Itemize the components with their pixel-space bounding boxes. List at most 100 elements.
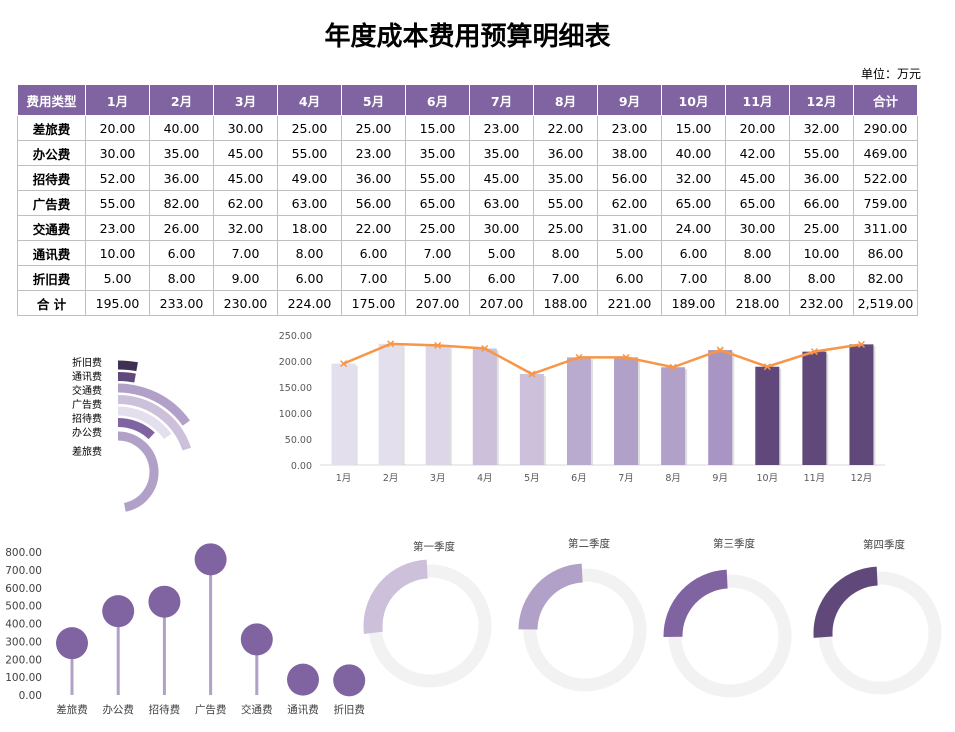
lollipop-dot	[56, 627, 88, 660]
table-cell: 35.00	[469, 140, 534, 166]
table-row: 折旧费 5.00 8.00 9.00 6.00 7.00 5.00 6.00 7.00 6.00 7…	[17, 265, 918, 291]
doughnut-title: 第三季度	[713, 537, 755, 550]
table-cell: 38.00	[597, 140, 662, 166]
table-row: 交通费 23.00 26.00 32.00 18.00 22.00 25.00 30.00 25…	[17, 215, 918, 241]
y-tick-label: 150.00	[279, 383, 312, 394]
table-cell: 6.00	[149, 240, 214, 266]
y-tick-label: 50.00	[285, 435, 312, 446]
doughnut-segment	[518, 563, 584, 630]
bar	[566, 357, 591, 465]
table-cell: 20.00	[85, 115, 150, 141]
line-marker	[575, 353, 583, 361]
table-cell: 31.00	[597, 215, 662, 241]
doughnut-segment	[363, 559, 429, 634]
line-marker	[481, 344, 489, 353]
table-cell: 207.00	[405, 290, 470, 316]
table-cell: 2,519.00	[853, 290, 918, 316]
table-cell: 522.00	[853, 165, 918, 191]
table-cell: 18.00	[277, 215, 342, 241]
row-label: 折旧费	[17, 265, 86, 291]
unit-label: 单位：万元	[860, 67, 921, 81]
table-cell: 6.00	[277, 265, 342, 291]
budget-table: 费用类型 1月 2月 3月 4月 5月 6月 7月 8月 9月 10月 11月 12月 合计 差旅费 20.0…	[17, 84, 918, 316]
table-cell: 56.00	[597, 165, 662, 191]
radial-bar	[117, 431, 159, 512]
table-cell: 25.00	[533, 215, 598, 241]
table-cell: 22.00	[533, 115, 598, 141]
table-row: 通讯费 10.00 6.00 7.00 8.00 6.00 7.00 5.00 8.00 5.00…	[17, 240, 918, 266]
radial-label: 交通费	[72, 384, 102, 397]
table-cell: 311.00	[853, 215, 918, 241]
table-row: 办公费 30.00 35.00 45.00 55.00 23.00 35.00 35.00 36…	[17, 140, 918, 166]
lollipop-dot	[194, 543, 227, 576]
table-cell: 25.00	[405, 215, 470, 241]
column-header: 5月	[341, 84, 406, 116]
row-label: 合 计	[17, 290, 86, 316]
table-cell: 45.00	[213, 165, 278, 191]
table-cell: 5.00	[405, 265, 470, 291]
bar	[331, 363, 356, 465]
table-cell: 759.00	[853, 190, 918, 216]
table-cell: 469.00	[853, 140, 918, 166]
line-marker	[340, 360, 348, 368]
lollipop-dot	[240, 623, 273, 656]
x-tick-label: 7月	[618, 473, 634, 484]
page-title: 年度成本费用预算明细表	[324, 22, 611, 52]
column-header: 费用类型	[17, 84, 86, 116]
table-cell: 36.00	[533, 140, 598, 166]
table-cell: 224.00	[277, 290, 342, 316]
x-tick-label: 6月	[571, 473, 587, 484]
x-tick-label: 5月	[524, 473, 540, 484]
radial-label: 招待费	[72, 412, 102, 425]
x-tick-label: 广告费	[195, 703, 227, 716]
lollipop-dot	[333, 664, 366, 697]
column-header: 6月	[405, 84, 470, 116]
table-cell: 56.00	[341, 190, 406, 216]
radial-bar	[117, 360, 138, 372]
table-cell: 35.00	[533, 165, 598, 191]
x-tick-label: 差旅费	[56, 703, 88, 716]
lollipop-dot	[287, 663, 319, 696]
table-cell: 65.00	[405, 190, 470, 216]
bar	[519, 374, 544, 465]
table-cell: 36.00	[789, 165, 854, 191]
x-tick-label: 9月	[712, 473, 728, 484]
line-marker	[622, 353, 630, 361]
table-cell: 86.00	[853, 240, 918, 266]
lollipop-dot	[102, 595, 135, 628]
table-cell: 15.00	[405, 115, 470, 141]
doughnut-title: 第二季度	[568, 537, 610, 550]
x-tick-label: 8月	[665, 473, 681, 484]
doughnut-segment	[663, 569, 729, 638]
table-cell: 8.00	[725, 265, 790, 291]
table-row: 合 计 195.00 233.00 230.00 224.00 175.00 207.00 2…	[17, 290, 918, 316]
y-tick-label: 100.00	[279, 409, 312, 420]
line-marker	[387, 340, 395, 348]
table-cell: 290.00	[853, 115, 918, 141]
table-cell: 218.00	[725, 290, 790, 316]
bar	[472, 348, 497, 465]
table-cell: 221.00	[597, 290, 662, 316]
radial-bar	[117, 418, 155, 440]
radial-label: 通讯费	[72, 370, 102, 383]
table-cell: 232.00	[789, 290, 854, 316]
column-header: 2月	[149, 84, 214, 116]
line-marker	[763, 363, 771, 371]
y-tick-label: 300.00	[5, 636, 42, 648]
bar	[802, 351, 827, 465]
doughnut-segment	[813, 566, 879, 638]
table-cell: 65.00	[725, 190, 790, 216]
column-header: 11月	[725, 84, 790, 116]
table-cell: 7.00	[661, 265, 726, 291]
y-tick-label: 200.00	[5, 654, 42, 666]
bar	[614, 357, 639, 465]
y-tick-label: 800.00	[5, 547, 42, 559]
y-tick-label: 200.00	[279, 357, 312, 368]
table-cell: 233.00	[149, 290, 214, 316]
column-header: 8月	[533, 84, 598, 116]
table-cell: 40.00	[661, 140, 726, 166]
table-cell: 7.00	[213, 240, 278, 266]
x-tick-label: 1月	[336, 473, 352, 484]
y-tick-label: 700.00	[5, 565, 42, 577]
